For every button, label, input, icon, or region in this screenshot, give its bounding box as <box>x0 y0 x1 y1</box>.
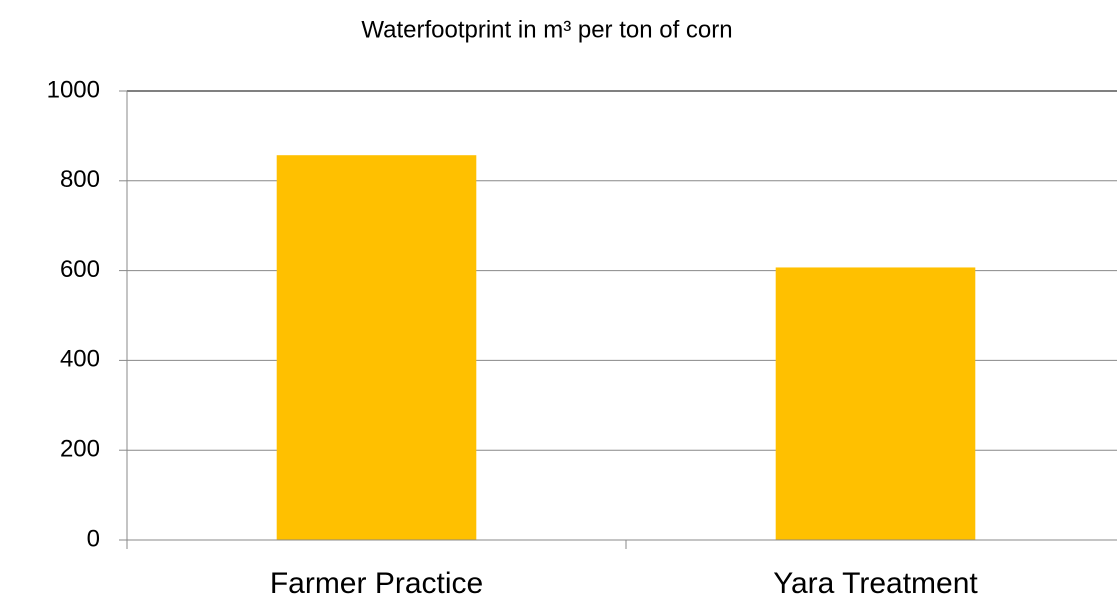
y-tick-label: 600 <box>60 256 100 283</box>
chart-title: Waterfootprint in m³ per ton of corn <box>361 16 732 43</box>
y-tick-label: 800 <box>60 166 100 193</box>
y-tick-label: 200 <box>60 436 100 463</box>
y-tick-label: 1000 <box>47 76 100 103</box>
bar <box>775 267 976 540</box>
y-tick-label: 0 <box>87 525 100 552</box>
x-tick-label: Yara Treatment <box>773 567 978 600</box>
x-tick-label: Farmer Practice <box>270 567 483 600</box>
y-tick-label: 400 <box>60 346 100 373</box>
bar <box>276 155 477 540</box>
